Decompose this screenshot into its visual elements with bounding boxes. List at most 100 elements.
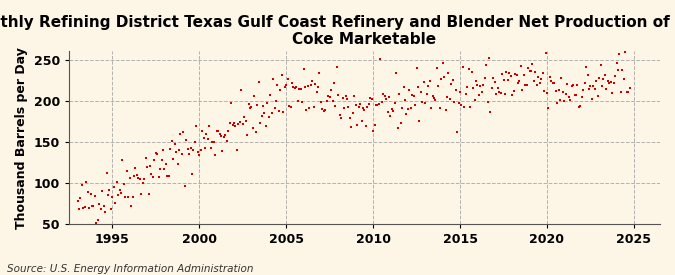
Point — [610, 74, 620, 78]
Point — [301, 108, 312, 112]
Point — [230, 124, 241, 129]
Point — [166, 139, 177, 143]
Point — [617, 68, 628, 72]
Point — [594, 76, 605, 80]
Point — [574, 105, 585, 109]
Point — [340, 94, 351, 98]
Point — [184, 152, 194, 156]
Point — [401, 112, 412, 116]
Point — [481, 63, 491, 68]
Point — [420, 101, 431, 105]
Point — [427, 94, 438, 98]
Point — [475, 84, 486, 88]
Point — [398, 84, 409, 89]
Point — [297, 100, 308, 104]
Point — [215, 134, 226, 138]
Point — [105, 207, 116, 211]
Point — [587, 97, 597, 101]
Point — [592, 94, 603, 98]
Point — [273, 108, 284, 113]
Point — [185, 145, 196, 150]
Point — [350, 103, 361, 108]
Point — [82, 190, 93, 195]
Point — [188, 148, 199, 152]
Point — [272, 83, 283, 87]
Point — [269, 106, 280, 111]
Point — [304, 106, 315, 110]
Point — [271, 99, 281, 103]
Point — [485, 109, 496, 114]
Point — [196, 129, 207, 133]
Point — [109, 185, 119, 190]
Point — [589, 87, 600, 92]
Point — [540, 51, 551, 55]
Point — [236, 88, 246, 92]
Point — [469, 98, 480, 103]
Point — [558, 90, 568, 94]
Point — [310, 82, 321, 86]
Point — [207, 140, 217, 144]
Point — [439, 75, 450, 79]
Point — [551, 101, 562, 105]
Point — [423, 83, 433, 88]
Point — [214, 131, 225, 136]
Point — [291, 84, 302, 89]
Point — [470, 79, 481, 84]
Point — [536, 77, 547, 82]
Point — [539, 89, 549, 94]
Point — [84, 206, 95, 210]
Point — [346, 125, 357, 129]
Point — [225, 101, 236, 105]
Point — [232, 148, 242, 152]
Point — [147, 175, 158, 180]
Point — [472, 82, 483, 87]
Point — [371, 103, 381, 107]
Point — [143, 192, 154, 196]
Point — [389, 101, 400, 106]
Point — [434, 105, 445, 110]
Point — [134, 177, 145, 182]
Point — [298, 67, 309, 71]
Point — [605, 80, 616, 84]
Point — [175, 132, 186, 136]
Point — [295, 86, 306, 91]
Point — [604, 81, 615, 86]
Point — [550, 89, 561, 94]
Point — [575, 104, 586, 108]
Point — [97, 189, 107, 193]
Point — [543, 106, 554, 111]
Point — [588, 84, 599, 88]
Point — [497, 71, 508, 76]
Point — [186, 172, 197, 177]
Point — [362, 104, 373, 109]
Point — [407, 93, 418, 97]
Point — [514, 79, 525, 84]
Point — [462, 84, 472, 89]
Point — [104, 188, 115, 192]
Point — [302, 84, 313, 88]
Point — [323, 94, 333, 98]
Point — [200, 146, 211, 150]
Point — [139, 177, 150, 181]
Point — [210, 153, 221, 158]
Point — [359, 108, 370, 112]
Point — [607, 91, 618, 95]
Point — [211, 129, 222, 134]
Point — [416, 90, 427, 94]
Point — [608, 80, 619, 85]
Point — [459, 105, 470, 109]
Point — [311, 89, 322, 94]
Point — [120, 195, 131, 199]
Point — [115, 191, 126, 195]
Point — [623, 90, 634, 94]
Point — [597, 84, 608, 88]
Point — [477, 90, 487, 94]
Point — [448, 77, 458, 82]
Point — [495, 90, 506, 95]
Point — [431, 66, 442, 70]
Point — [468, 85, 479, 90]
Point — [595, 62, 606, 67]
Point — [98, 204, 109, 208]
Point — [408, 94, 419, 99]
Point — [117, 158, 128, 162]
